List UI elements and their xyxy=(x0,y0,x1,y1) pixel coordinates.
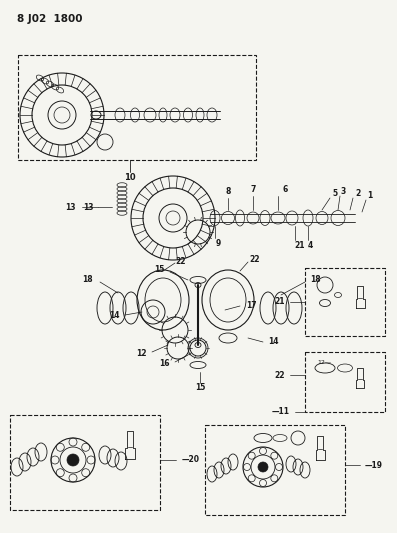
Text: 17: 17 xyxy=(246,301,256,310)
Text: 18: 18 xyxy=(310,274,321,284)
Text: —19: —19 xyxy=(365,461,383,470)
Bar xyxy=(205,425,345,515)
Text: —11: —11 xyxy=(272,408,290,416)
Text: 9: 9 xyxy=(216,239,221,248)
Text: 6: 6 xyxy=(282,185,287,195)
Text: 2: 2 xyxy=(355,190,360,198)
Bar xyxy=(18,55,256,160)
Text: 13: 13 xyxy=(83,203,94,212)
Text: 3: 3 xyxy=(340,188,346,197)
Text: 13: 13 xyxy=(66,203,76,212)
Text: 5: 5 xyxy=(332,190,337,198)
Text: 22: 22 xyxy=(250,255,260,264)
Ellipse shape xyxy=(195,343,201,348)
Text: 12: 12 xyxy=(137,349,147,358)
Text: 21: 21 xyxy=(274,297,285,306)
Text: 8 J02  1800: 8 J02 1800 xyxy=(17,14,83,24)
Text: —20: —20 xyxy=(182,456,200,464)
Text: 16: 16 xyxy=(160,359,170,368)
Text: 22: 22 xyxy=(176,256,186,265)
Text: 21: 21 xyxy=(295,241,305,251)
Ellipse shape xyxy=(195,282,201,287)
Text: 8: 8 xyxy=(225,188,231,197)
Circle shape xyxy=(258,462,268,472)
Text: 22: 22 xyxy=(274,370,285,379)
Text: 1: 1 xyxy=(367,191,373,200)
Text: 15: 15 xyxy=(154,265,165,274)
Text: 10: 10 xyxy=(124,174,136,182)
Text: 15: 15 xyxy=(195,384,205,392)
Text: 18: 18 xyxy=(82,274,93,284)
Text: 4: 4 xyxy=(307,241,312,251)
Text: 7: 7 xyxy=(251,185,256,195)
Text: 14: 14 xyxy=(110,311,120,319)
Circle shape xyxy=(67,454,79,466)
Bar xyxy=(305,352,385,412)
Text: 12—: 12— xyxy=(317,360,331,366)
Text: 14: 14 xyxy=(268,337,279,346)
Bar xyxy=(305,268,385,336)
Bar xyxy=(10,415,160,510)
